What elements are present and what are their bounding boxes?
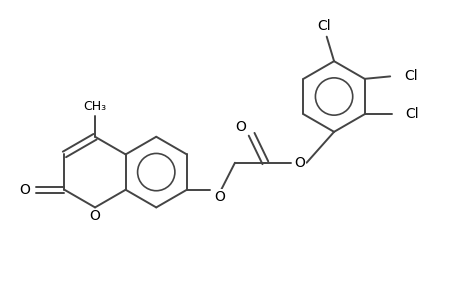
- Text: Cl: Cl: [403, 69, 417, 83]
- Text: O: O: [20, 183, 31, 197]
- Text: O: O: [213, 190, 224, 204]
- Text: CH₃: CH₃: [83, 100, 106, 113]
- Text: O: O: [294, 156, 304, 170]
- Text: Cl: Cl: [404, 107, 418, 121]
- Text: O: O: [235, 120, 246, 134]
- Text: Cl: Cl: [317, 19, 330, 33]
- Text: O: O: [90, 209, 100, 223]
